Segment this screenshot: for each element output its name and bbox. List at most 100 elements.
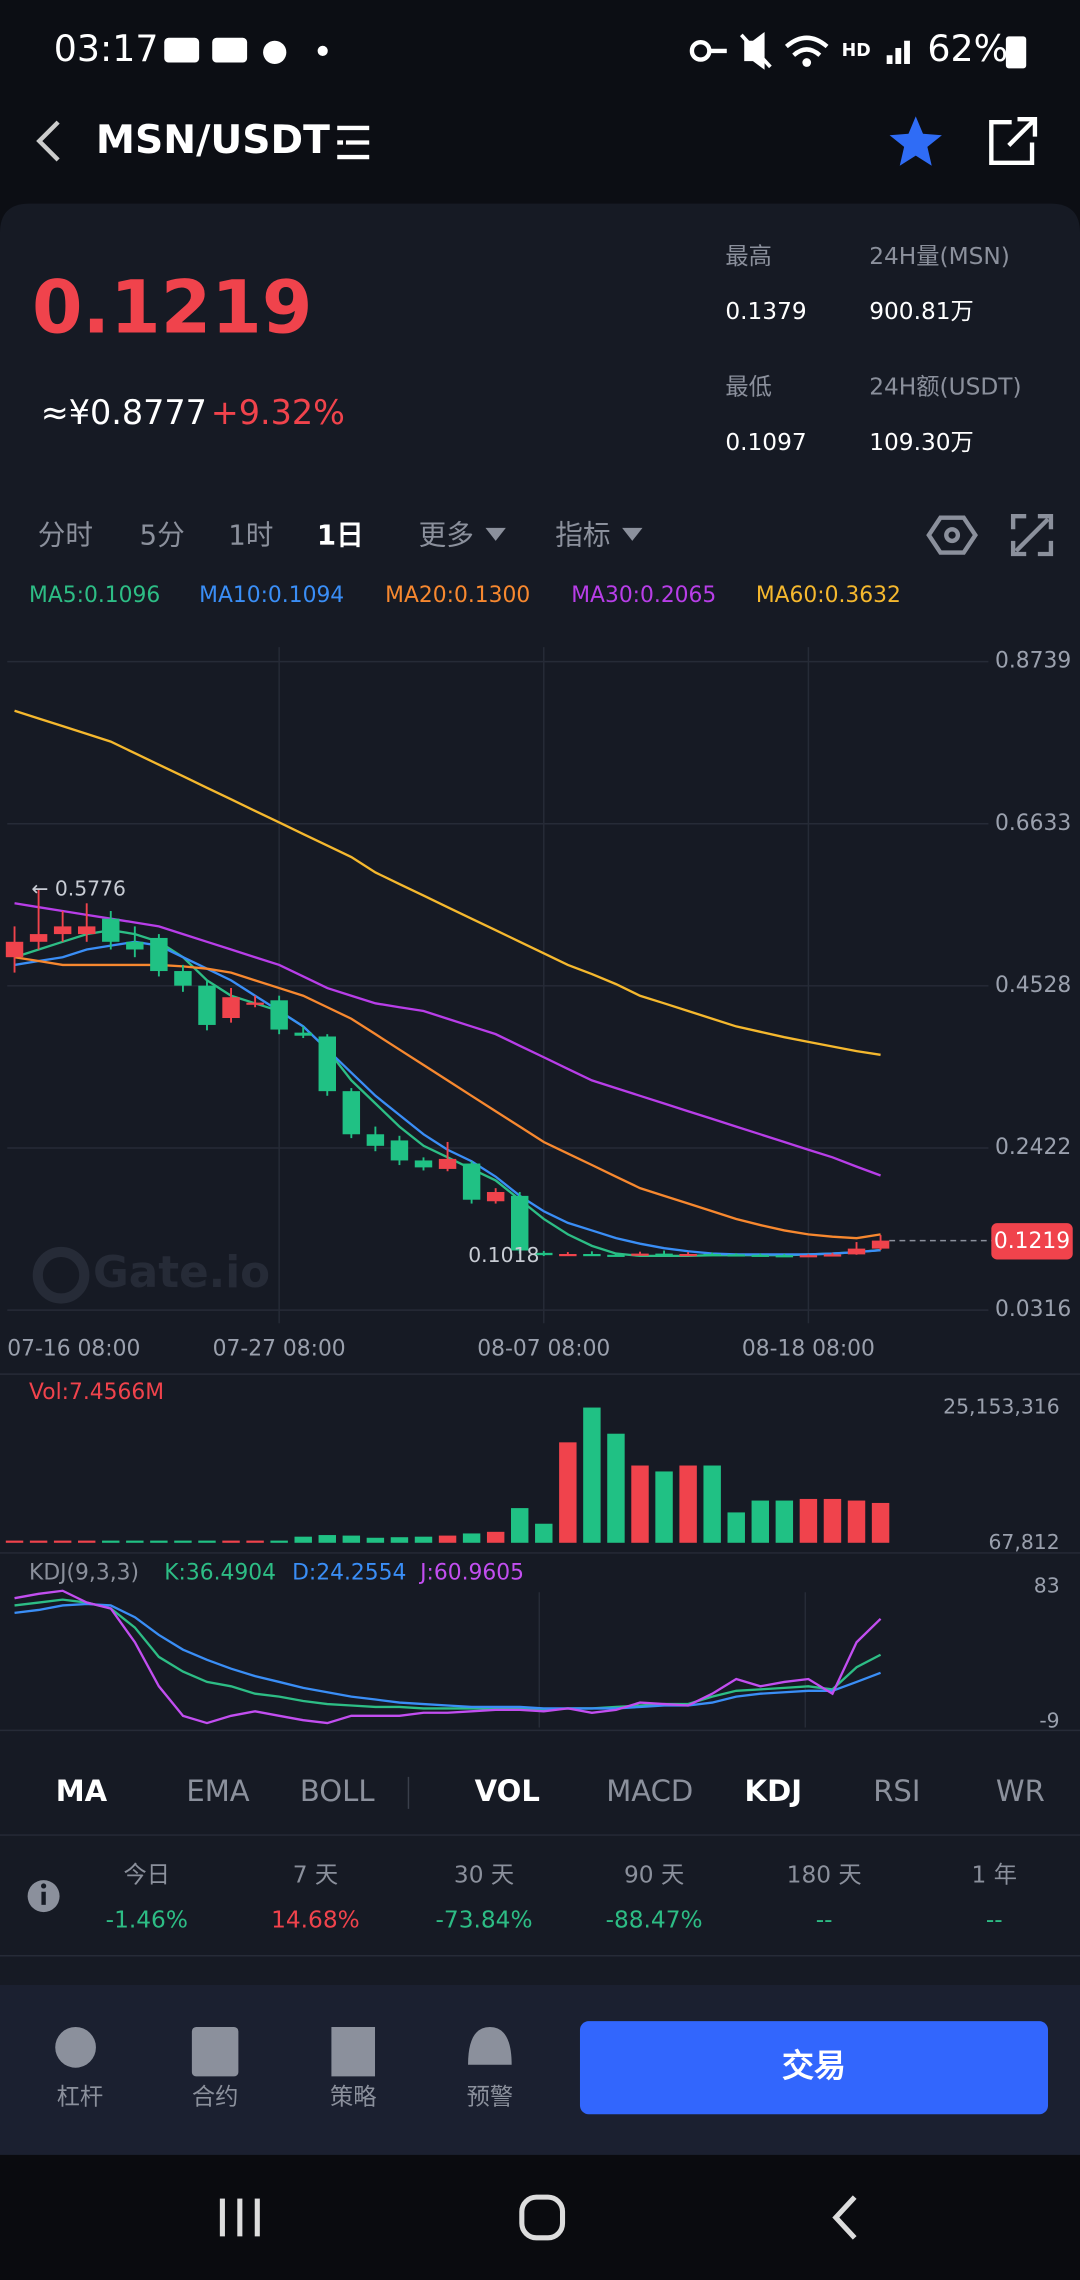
ma-line: [14, 709, 881, 1056]
indicator-tab[interactable]: 指标: [555, 519, 610, 552]
y-tick-label: 25,153,316: [943, 1395, 1059, 1419]
high-annotation: ← 0.5776: [31, 877, 126, 901]
low-annotation: 0.1018: [468, 1243, 539, 1267]
x-tick-label: 08-18 08:00: [742, 1336, 875, 1361]
trade-button[interactable]: [579, 2021, 1049, 2115]
nav-label[interactable]: 杠杆: [57, 2084, 104, 2111]
volume-bar: [823, 1498, 842, 1543]
kdj-line: [14, 1598, 882, 1712]
kdj-legend: J:60.9605: [418, 1560, 524, 1585]
status-time: 03:17: [54, 27, 159, 70]
candle-body: [126, 941, 144, 950]
volume-bar: [390, 1537, 409, 1543]
volume-bar: [583, 1407, 601, 1543]
system-nav-buttons[interactable]: [219, 2194, 857, 2241]
candle-body: [655, 1253, 673, 1256]
indicator-tab[interactable]: RSI: [873, 1774, 920, 1808]
timeframe-tab[interactable]: 1时: [228, 519, 273, 552]
performance-label: 180 天: [787, 1861, 862, 1888]
volume-bar: [655, 1471, 673, 1543]
ma-legend: MA20:0.1300: [385, 583, 530, 608]
fullscreen-icon[interactable]: [1010, 514, 1054, 557]
status-notification-icons: [164, 37, 328, 64]
kdj-line: [14, 1589, 882, 1725]
candle-body: [703, 1253, 721, 1257]
status-network: HD: [842, 41, 871, 61]
timeframe-tab-active[interactable]: 1日: [317, 519, 364, 552]
candle-body: [246, 1002, 264, 1005]
candle-body: [77, 926, 96, 935]
candle-body: [871, 1240, 890, 1249]
performance-value: -1.46%: [106, 1906, 188, 1933]
indicator-tab[interactable]: KDJ: [745, 1774, 802, 1808]
trade-button-label[interactable]: 交易: [782, 2047, 846, 2085]
watermark-logo: [32, 1246, 90, 1304]
candle-body: [607, 1254, 625, 1257]
candle-body: [751, 1254, 770, 1257]
candle-body: [366, 1134, 385, 1146]
candle-body: [847, 1248, 866, 1255]
stat-label: 最高: [725, 243, 772, 270]
volume-bar: [294, 1536, 312, 1543]
volume-bar: [462, 1533, 481, 1543]
candle-body: [29, 934, 48, 942]
more-tab[interactable]: 更多: [419, 519, 474, 552]
info-icon[interactable]: [27, 1880, 60, 1913]
volume-bar: [318, 1535, 336, 1543]
performance-label: 30 天: [454, 1861, 514, 1888]
cny-price: ≈¥0.8777: [41, 393, 207, 432]
candle-body: [631, 1253, 649, 1256]
volume-bar: [799, 1498, 818, 1543]
indicator-tab[interactable]: MA: [56, 1774, 108, 1808]
candle-body: [486, 1192, 505, 1202]
timeframe-tab[interactable]: 分时: [38, 519, 93, 552]
favorite-star[interactable]: [889, 116, 942, 166]
volume-bar: [414, 1536, 433, 1543]
indicator-tab[interactable]: EMA: [186, 1774, 249, 1808]
candle-body: [462, 1163, 481, 1200]
candle-body: [270, 1000, 288, 1030]
nav-label[interactable]: 预警: [467, 2084, 514, 2111]
timeframe-tab[interactable]: 5分: [140, 519, 185, 552]
volume-bar: [607, 1433, 625, 1543]
nav-icons: [55, 2026, 512, 2077]
y-tick-label: 0.8739: [995, 649, 1071, 674]
indicator-tab[interactable]: MACD: [606, 1774, 693, 1808]
y-tick-label: 0.4528: [995, 973, 1071, 998]
volume-bar: [102, 1540, 120, 1543]
candle-body: [583, 1253, 601, 1257]
performance-label: 今日: [124, 1861, 171, 1888]
back-button[interactable]: [36, 120, 60, 162]
share-button[interactable]: [989, 117, 1038, 166]
indicator-tab[interactable]: BOLL: [300, 1774, 375, 1808]
candle-body: [414, 1160, 433, 1168]
pair-menu-icon[interactable]: [337, 125, 370, 160]
nav-label[interactable]: 策略: [330, 2084, 377, 2111]
watermark: Gate.io: [93, 1248, 270, 1298]
candle-body: [799, 1255, 818, 1258]
volume-bar: [727, 1512, 745, 1543]
ma-line: [14, 902, 881, 1177]
y-tick-label: 0.2422: [995, 1135, 1071, 1160]
indicator-tab[interactable]: VOL: [475, 1774, 540, 1808]
last-price: 0.1219: [32, 267, 312, 351]
indicator-tab[interactable]: WR: [996, 1774, 1045, 1808]
dropdown-arrow: [622, 527, 643, 541]
volume-bar: [198, 1540, 216, 1543]
nav-label[interactable]: 合约: [192, 2084, 239, 2111]
candle-body: [174, 971, 192, 986]
stat-value: 900.81万: [869, 298, 974, 325]
kdj-line: [14, 1602, 881, 1710]
status-system-icons: [689, 31, 1027, 70]
candle-body: [294, 1032, 312, 1036]
performance-label: 90 天: [624, 1861, 684, 1888]
settings-icon[interactable]: [926, 515, 978, 555]
current-price-tag: 0.1219: [994, 1229, 1070, 1254]
performance-value: --: [986, 1906, 1003, 1933]
stat-label: 最低: [725, 374, 772, 401]
volume-bar: [53, 1540, 72, 1543]
pair-title[interactable]: MSN/USDT: [96, 118, 330, 163]
candle-body: [535, 1252, 553, 1256]
